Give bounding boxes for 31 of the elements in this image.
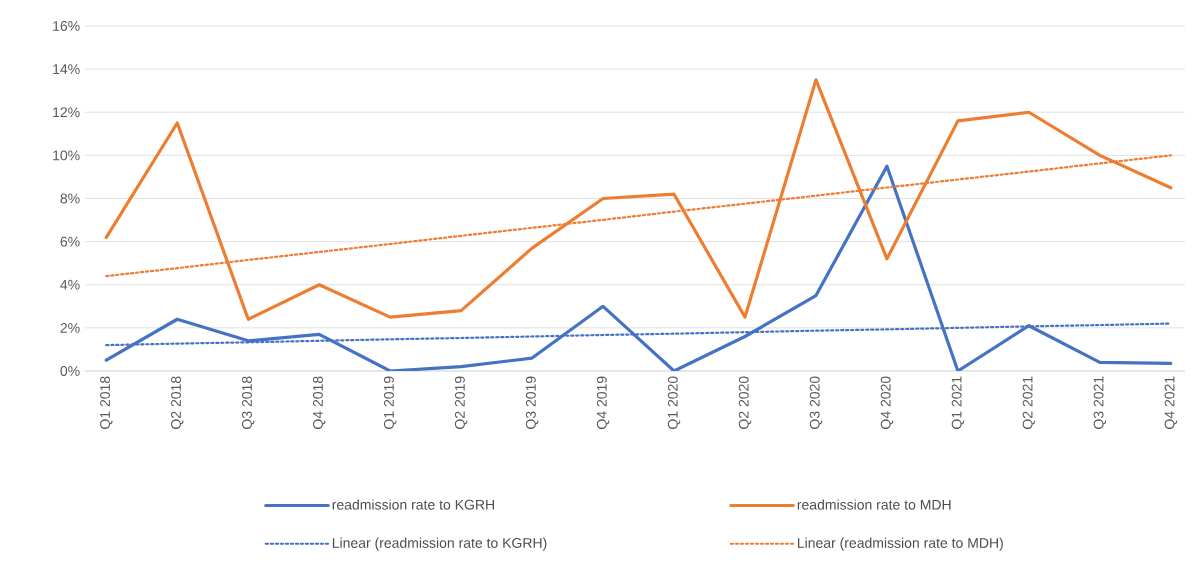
x-tick-label: Q3 2019 <box>525 376 539 429</box>
x-tick-label: Q3 2020 <box>809 376 823 429</box>
x-tick-label: Q4 2020 <box>880 376 894 429</box>
x-tick-label: Q1 2019 <box>383 376 397 429</box>
y-tick-label: 0% <box>60 366 80 376</box>
y-tick-label: 10% <box>53 150 80 161</box>
y-tick-label: 14% <box>53 64 80 75</box>
legend-label: Linear (readmission rate to MDH) <box>797 537 1003 551</box>
line-series <box>104 78 1173 321</box>
y-tick-label: 2% <box>60 322 80 333</box>
x-tick-label: Q4 2019 <box>596 376 610 429</box>
x-tick-label: Q2 2021 <box>1022 376 1036 429</box>
x-tick-label: Q1 2018 <box>100 376 113 429</box>
y-tick-label: 8% <box>60 193 80 204</box>
x-tick-label: Q1 2021 <box>951 376 965 429</box>
legend-label: readmission rate to MDH <box>797 499 951 510</box>
y-tick-label: 4% <box>60 279 80 290</box>
x-tick-label: Q1 2020 <box>667 376 681 429</box>
line-series <box>104 164 1173 371</box>
x-tick-label: Q2 2020 <box>738 376 752 429</box>
x-tick-label: Q2 2018 <box>171 376 184 429</box>
legend-label: readmission rate to KGRH <box>332 499 494 510</box>
legend-label: Linear (readmission rate to KGRH) <box>332 537 547 551</box>
y-tick-label: 12% <box>53 107 80 118</box>
x-tick-label: Q4 2018 <box>312 376 326 429</box>
x-tick-label: Q2 2019 <box>454 376 468 429</box>
y-tick-label: 6% <box>60 236 80 247</box>
x-tick-label: Q3 2018 <box>242 376 255 429</box>
x-tick-label: Q4 2021 <box>1164 376 1178 429</box>
y-tick-label: 16% <box>53 21 80 31</box>
x-tick-label: Q3 2021 <box>1093 376 1107 429</box>
